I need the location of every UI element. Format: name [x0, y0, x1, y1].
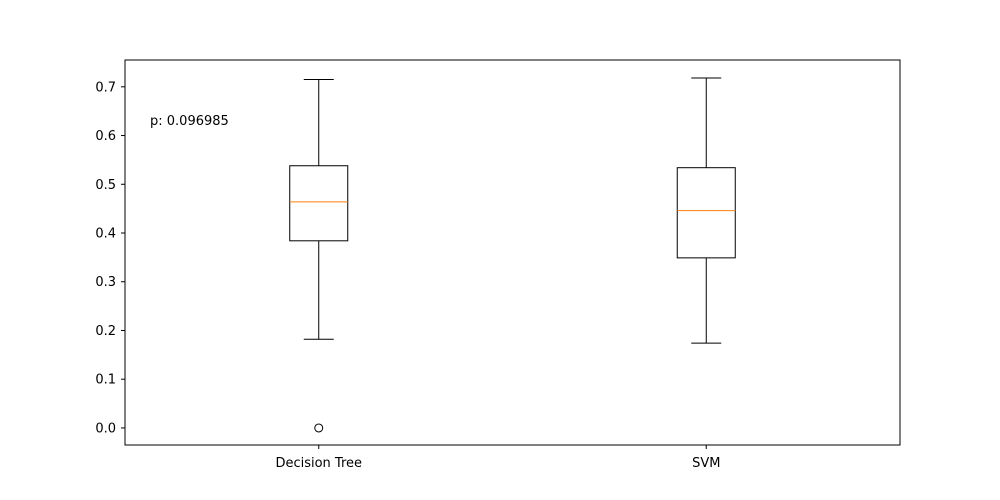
x-tick-label: SVM [692, 456, 720, 471]
y-tick-label: 0.4 [95, 227, 116, 242]
outlier-point [314, 423, 324, 433]
plot-area [289, 77, 736, 433]
iqr-box [676, 167, 736, 259]
y-tick-label: 0.1 [95, 373, 116, 388]
box-group-2 [676, 77, 736, 344]
p-value-annotation: p: 0.096985 [150, 114, 229, 129]
y-tick-label: 0.5 [95, 178, 116, 193]
x-axis: Decision Tree SVM [275, 445, 720, 471]
y-tick-label: 0.7 [95, 80, 116, 95]
y-axis: 0.0 0.1 0.2 0.3 0.4 0.5 0.6 0.7 [95, 80, 125, 436]
axes-frame [124, 59, 901, 446]
y-tick-label: 0.0 [95, 421, 116, 436]
box-group-1 [289, 78, 349, 433]
iqr-box [289, 165, 349, 242]
x-tick-label: Decision Tree [275, 456, 362, 471]
y-tick-label: 0.3 [95, 275, 116, 290]
y-tick-label: 0.6 [95, 129, 116, 144]
y-tick-label: 0.2 [95, 324, 116, 339]
